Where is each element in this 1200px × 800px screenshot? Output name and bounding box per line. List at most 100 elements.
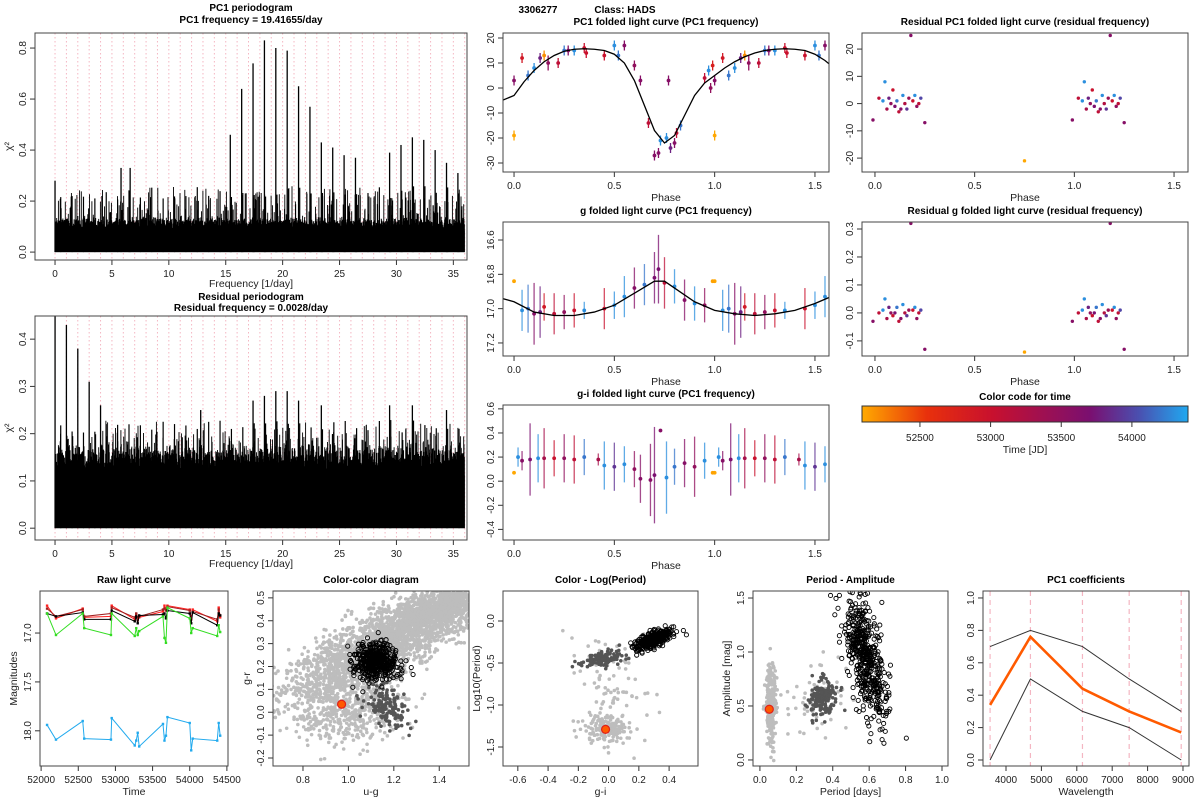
data-point: [385, 734, 390, 738]
data-point: [479, 593, 483, 597]
data-point: [314, 685, 319, 689]
panel-residual-pc1-folded-light-curve-residual-frequency-: Residual PC1 folded light curve (residua…: [845, 17, 1189, 204]
data-point: [398, 665, 404, 671]
data-point: [469, 605, 473, 609]
plot-area: [54, 33, 466, 260]
data-point: [407, 637, 412, 642]
data-point: [422, 692, 427, 697]
data-point: [423, 646, 427, 651]
data-point: [394, 623, 399, 628]
data-point: [402, 651, 406, 656]
data-point: [349, 612, 354, 616]
y-tick-label: -20: [845, 150, 856, 165]
y-tick-label: 20: [845, 43, 856, 55]
data-point: [897, 319, 901, 324]
data-point: [360, 705, 364, 710]
data-point: [489, 581, 493, 585]
data-point: [476, 609, 480, 613]
data-point: [360, 675, 366, 681]
target-star-marker: [336, 699, 347, 709]
data-point: [490, 594, 494, 598]
data-point: [276, 685, 281, 690]
y-tick-label: -10: [486, 105, 497, 120]
data-point: [370, 732, 375, 737]
series-line: [46, 716, 221, 751]
data-point: [361, 733, 366, 738]
data-point: [379, 637, 385, 643]
data-point: [312, 657, 316, 661]
data-point: [393, 591, 398, 595]
data-point: [428, 612, 433, 617]
data-point: [410, 622, 415, 627]
data-point: [289, 668, 293, 673]
data-point: [388, 700, 393, 705]
data-point: [357, 652, 363, 658]
data-point: [410, 627, 415, 632]
data-point: [406, 615, 411, 620]
data-point: [327, 733, 331, 737]
data-point: [562, 310, 567, 314]
data-point: [451, 591, 456, 595]
data-point: [315, 646, 319, 651]
x-tick-label: 35: [448, 549, 460, 560]
data-point: [379, 624, 383, 629]
data-point: [382, 703, 386, 707]
data-point: [318, 721, 323, 726]
data-point: [463, 579, 467, 583]
data-point: [314, 716, 318, 721]
data-point: [480, 604, 484, 608]
data-point: [435, 605, 440, 609]
data-point: [355, 694, 359, 698]
data-point: [400, 656, 405, 661]
plot-area: [871, 222, 1126, 354]
data-point: [419, 612, 424, 617]
data-point: [469, 594, 473, 598]
data-point: [710, 63, 715, 68]
data-point: [465, 605, 469, 610]
data-point: [288, 661, 292, 666]
data-point: [476, 612, 480, 616]
data-point: [371, 606, 376, 611]
data-point: [478, 601, 482, 605]
data-point: [470, 601, 474, 605]
data-point: [416, 631, 421, 636]
data-point: [473, 623, 477, 627]
data-point: [110, 716, 113, 720]
data-point: [1102, 101, 1106, 106]
data-point: [905, 314, 909, 318]
data-point: [622, 462, 627, 467]
data-point: [164, 607, 168, 610]
data-point: [656, 151, 661, 155]
data-point: [307, 715, 312, 720]
y-tick-label: 0.6: [18, 92, 29, 106]
y-tick-label: -0.2: [256, 749, 267, 767]
x-tick-label: 1.5: [1167, 181, 1181, 192]
data-point: [487, 601, 491, 605]
data-point: [296, 722, 300, 727]
data-point: [402, 617, 406, 622]
data-point: [512, 133, 516, 138]
data-point: [370, 702, 374, 707]
data-point: [648, 478, 653, 482]
data-point: [1118, 308, 1122, 312]
data-point: [1114, 104, 1118, 109]
data-point: [885, 316, 889, 321]
data-point: [395, 607, 400, 612]
data-point: [1070, 118, 1075, 122]
data-point: [161, 613, 165, 616]
panel-color-log-period-: Color - Log(Period)-0.6 -0.4 -0.2 0.0 0.2 0.4…: [471, 575, 699, 798]
data-point: [682, 298, 687, 302]
x-tick-label: 30: [391, 549, 403, 560]
data-point: [474, 587, 478, 591]
data-point: [364, 727, 369, 732]
data-point: [110, 612, 113, 615]
data-point: [401, 736, 405, 740]
data-point: [317, 688, 322, 692]
data-point: [706, 68, 711, 73]
data-point: [440, 623, 445, 628]
data-point: [1092, 311, 1096, 315]
data-point: [475, 621, 479, 625]
data-point: [347, 718, 352, 722]
data-point: [512, 470, 516, 475]
